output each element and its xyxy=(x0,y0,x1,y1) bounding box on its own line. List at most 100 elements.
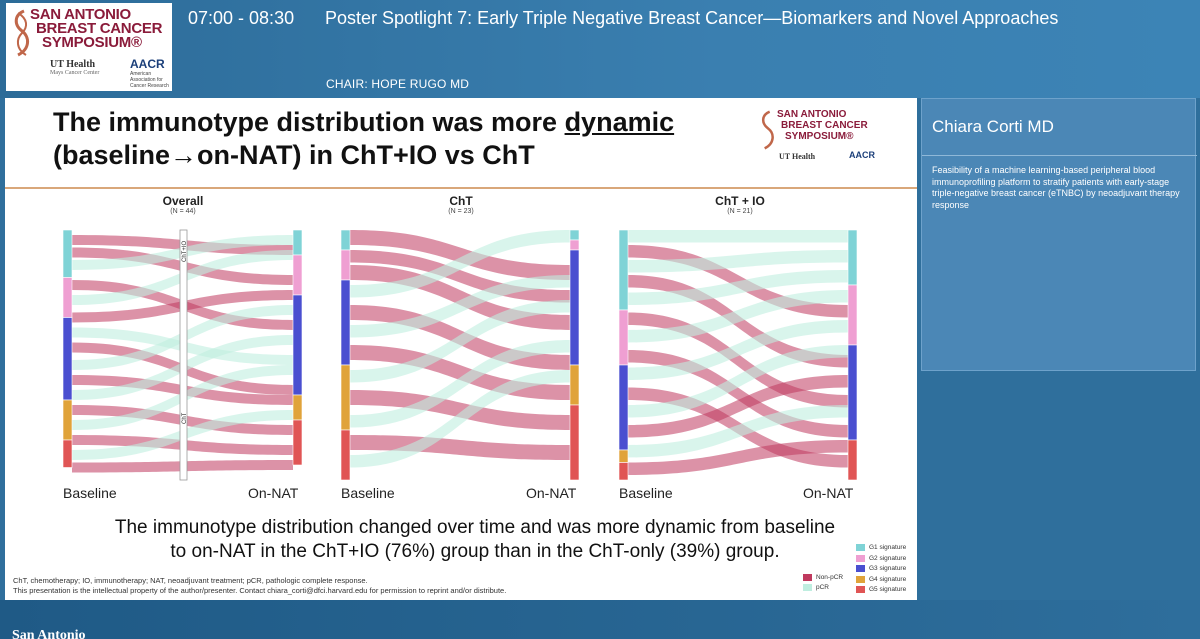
overall-onnat-label: On-NAT xyxy=(248,485,299,501)
legend-signature-item: G5 signature xyxy=(856,586,906,593)
legend-signature-item: G3 signature xyxy=(856,565,906,572)
sankey-node xyxy=(62,439,73,468)
sankey-node xyxy=(62,399,73,441)
logo-line3: SYMPOSIUM® xyxy=(42,34,142,51)
aacr-logo: AACR American Association for Cancer Res… xyxy=(130,57,172,89)
sankey-flow xyxy=(628,405,848,458)
sankey-flow xyxy=(628,350,848,438)
sankey-flow xyxy=(628,440,848,475)
sankey-node xyxy=(569,404,580,481)
legend-label: G2 signature xyxy=(869,554,907,562)
sankey-flow xyxy=(628,270,848,305)
slide-ribbon-icon xyxy=(761,110,774,150)
aacr-sub: American Association for Cancer Research xyxy=(130,71,169,89)
header-bar xyxy=(0,0,1200,98)
presentation-slide: The immunotype distribution was more dyn… xyxy=(5,98,917,600)
chtio-onnat-label: On-NAT xyxy=(803,485,854,501)
sankey-flow xyxy=(350,275,570,338)
sankey-node xyxy=(569,249,580,366)
speaker-name: Chiara Corti MD xyxy=(932,117,1054,136)
slide-logo-line1: SAN ANTONIO xyxy=(777,109,847,120)
legend-signature-item: G1 signature xyxy=(856,544,906,551)
panel-n-chtio: (N = 21) xyxy=(727,208,753,215)
chtio-baseline-label: Baseline xyxy=(619,485,673,501)
slide-title: The immunotype distribution was more dyn… xyxy=(53,106,674,172)
sankey-flow xyxy=(350,230,570,298)
sankey-node xyxy=(62,277,73,318)
legend-swatch xyxy=(856,565,865,572)
panel-title-cht: ChT xyxy=(449,194,473,208)
slide-title-line2: (baseline→on-NAT) in ChT+IO vs ChT xyxy=(53,140,535,170)
sankey-flow xyxy=(350,300,570,383)
legend-signature-item: G2 signature xyxy=(856,554,907,562)
summary-line1: The immunotype distribution changed over… xyxy=(114,517,836,538)
sankey-charts: ChT+IO ChT xyxy=(62,229,858,481)
overall-baseline-label: Baseline xyxy=(63,485,117,501)
slide-logo-line3: SYMPOSIUM® xyxy=(785,131,854,142)
sankey-node xyxy=(847,344,858,441)
sankey-flow xyxy=(350,435,570,460)
sankey-node xyxy=(62,317,73,401)
sankey-node xyxy=(847,229,858,286)
sankey-flow xyxy=(628,320,848,380)
sankey-node xyxy=(292,294,303,396)
legend-swatch xyxy=(803,574,812,581)
panel-n-overall: (N = 44) xyxy=(170,208,196,215)
sankey-flow xyxy=(628,345,848,418)
summary-line2: to on-NAT in the ChT+IO (76%) group than… xyxy=(170,541,780,562)
sankey-flow xyxy=(350,340,570,428)
legend-swatch xyxy=(856,554,865,562)
panel-title-chtio: ChT + IO xyxy=(715,194,765,208)
ut-health-logo: UT Health Mays Cancer Center xyxy=(50,59,99,76)
legend-signature-item: G4 signature xyxy=(856,575,906,583)
sankey-flow xyxy=(628,312,848,408)
legend-response-item: pCR xyxy=(803,584,829,591)
sankey-node xyxy=(847,439,858,481)
sankey-node xyxy=(62,229,73,278)
footnote-copyright: This presentation is the intellectual pr… xyxy=(13,586,507,595)
sankey-node xyxy=(569,239,580,251)
sankey-node xyxy=(292,229,303,256)
slide-logo-line2: BREAST CANCER xyxy=(781,120,868,131)
ut-health-sub: Mays Cancer Center xyxy=(50,70,100,76)
session-chair: CHAIR: HOPE RUGO MD xyxy=(326,77,470,91)
sankey-node xyxy=(292,419,303,466)
legend-swatch xyxy=(856,575,865,583)
legend-label: Non-pCR xyxy=(816,574,844,581)
sankey-flow xyxy=(628,250,848,273)
session-title: Poster Spotlight 7: Early Triple Negativ… xyxy=(325,8,1059,28)
legend-swatch xyxy=(803,584,812,591)
logo-line2: BREAST CANCER xyxy=(36,20,163,37)
sankey-flow xyxy=(350,390,570,430)
sankey-flow xyxy=(628,290,848,343)
slide-summary: The immunotype distribution changed over… xyxy=(85,516,865,564)
sankey-node xyxy=(340,429,351,481)
speaker-panel: Chiara Corti MD Feasibility of a machine… xyxy=(921,98,1197,371)
slide-aacr: AACR xyxy=(849,150,875,160)
sankey-flow xyxy=(350,230,570,280)
cht-onnat-label: On-NAT xyxy=(526,485,577,501)
logo-line1: SAN ANTONIO xyxy=(30,6,131,23)
sankey-node xyxy=(340,279,351,366)
slide-title-part1: The immunotype distribution was more xyxy=(53,107,565,137)
sankey-node xyxy=(569,364,580,406)
sankey-node xyxy=(340,364,351,431)
sabcs-logo: SAN ANTONIO BREAST CANCER SYMPOSIUM® UT … xyxy=(6,3,172,91)
sankey-node xyxy=(618,462,629,481)
aacr-text: AACR xyxy=(130,57,165,71)
sankey-flow xyxy=(628,230,848,243)
ribbon-icon xyxy=(14,9,29,57)
footer-bar xyxy=(0,600,1200,639)
sankey-node xyxy=(569,229,580,241)
sankey-flow xyxy=(628,375,848,438)
sankey-flow xyxy=(350,370,570,468)
sankey-node xyxy=(292,254,303,296)
session-time: 07:00 - 08:30 xyxy=(188,8,295,28)
sankey-node xyxy=(618,449,629,463)
slide-sabcs-logo: SAN ANTONIO BREAST CANCER SYMPOSIUM® UT … xyxy=(757,108,887,180)
slide-title-underlined: dynamic xyxy=(564,107,675,137)
sankey-node xyxy=(340,249,351,281)
middle-axis-label-chtio: ChT+IO xyxy=(182,240,188,262)
title-divider xyxy=(5,187,917,189)
footer-brand: San Antonio xyxy=(12,628,86,639)
